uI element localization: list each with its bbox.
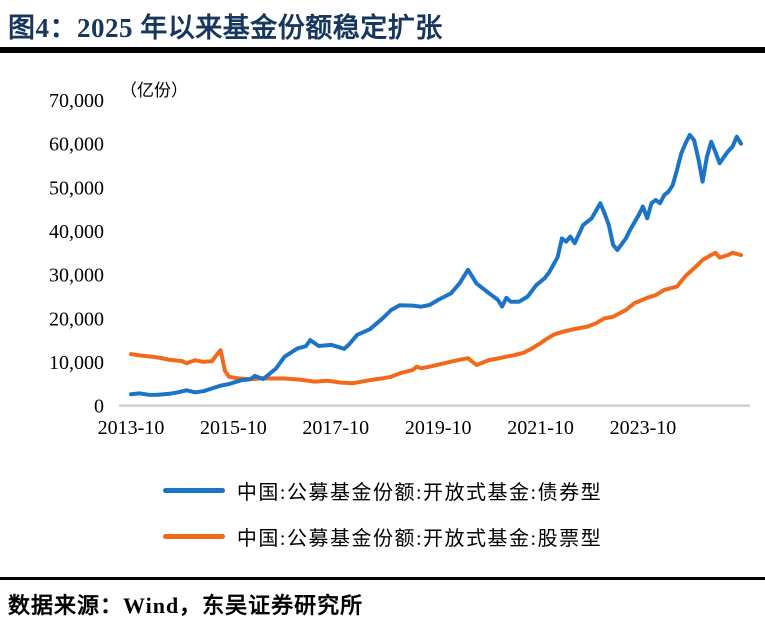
y-tick-label: 0 — [94, 396, 104, 418]
y-axis-unit-label: （亿份） — [120, 81, 188, 100]
bond-series-label: 中国:公募基金份额:开放式基金:债券型 — [236, 482, 603, 504]
y-tick-label: 50,000 — [49, 177, 104, 199]
equity-series-label: 中国:公募基金份额:开放式基金:股票型 — [236, 528, 603, 550]
x-tick-label: 2015-10 — [200, 417, 267, 439]
footer-divider-rule — [0, 577, 765, 580]
x-tick-label: 2017-10 — [302, 417, 369, 439]
x-tick-label: 2019-10 — [405, 417, 472, 439]
x-tick-label: 2021-10 — [507, 417, 574, 439]
y-tick-label: 20,000 — [49, 308, 104, 330]
x-tick-label: 2013-10 — [98, 417, 165, 439]
data-source-text: 数据来源：Wind，东吴证券研究所 — [8, 593, 364, 618]
y-tick-label: 10,000 — [49, 352, 104, 374]
x-tick-label: 2023-10 — [610, 417, 677, 439]
y-tick-label: 40,000 — [49, 221, 104, 243]
legend-item-bond: 中国:公募基金份额:开放式基金:债券型 — [162, 476, 603, 505]
bond-series-line — [129, 132, 743, 397]
y-tick-label: 30,000 — [49, 265, 104, 287]
line-chart: 70,000 60,000 50,000 40,000 30,000 20,000 10,0… — [49, 90, 750, 439]
y-tick-label: 60,000 — [49, 134, 104, 156]
y-tick-label: 70,000 — [49, 90, 104, 112]
legend-item-equity: 中国:公募基金份额:开放式基金:股票型 — [162, 522, 603, 551]
title-divider-rule — [0, 47, 765, 53]
figure-title: 图4：2025 年以来基金份额稳定扩张 — [8, 13, 443, 43]
bond-series-swatch — [162, 488, 225, 493]
chart-legend: 中国:公募基金份额:开放式基金:债券型 中国:公募基金份额:开放式基金:股票型 — [0, 476, 765, 551]
equity-series-line — [129, 250, 743, 386]
equity-series-swatch — [162, 534, 225, 539]
